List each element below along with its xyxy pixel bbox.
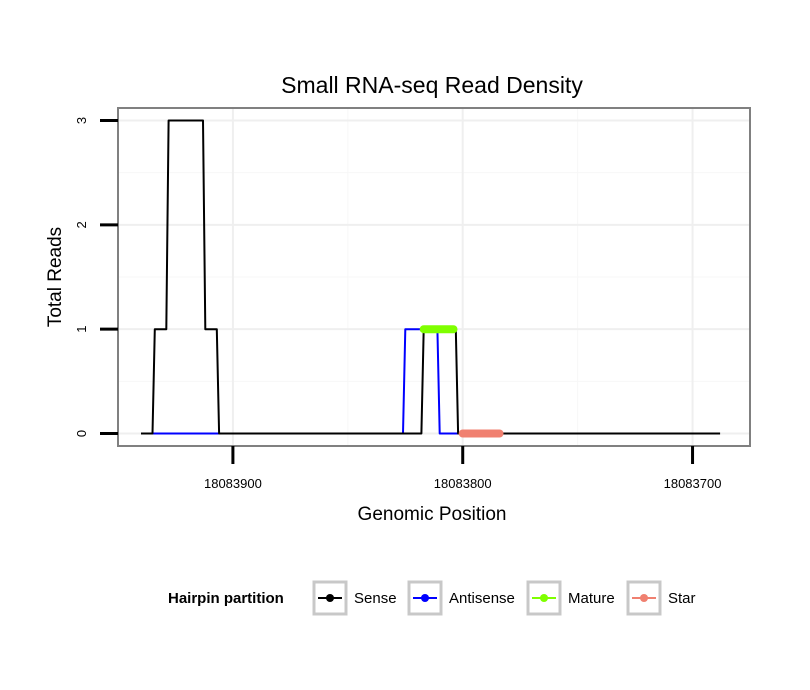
legend-key-dot bbox=[421, 594, 429, 602]
legend-key-dot bbox=[540, 594, 548, 602]
legend-label-sense: Sense bbox=[354, 590, 397, 607]
legend-label-star: Star bbox=[668, 590, 696, 607]
x-tick-label: 18083700 bbox=[664, 476, 722, 491]
y-tick-label: 1 bbox=[74, 326, 89, 333]
legend-key-dot bbox=[326, 594, 334, 602]
x-axis-title: Genomic Position bbox=[358, 504, 507, 525]
x-axis: 18083900 18083800 18083700 bbox=[204, 446, 721, 491]
legend-label-antisense: Antisense bbox=[449, 590, 515, 607]
y-axis-title: Total Reads bbox=[45, 227, 66, 327]
y-tick-label: 2 bbox=[74, 221, 89, 228]
x-tick-label: 18083800 bbox=[434, 476, 492, 491]
y-tick-label: 3 bbox=[74, 117, 89, 124]
y-axis: 0 1 2 3 bbox=[74, 117, 118, 437]
series-layer bbox=[141, 119, 721, 438]
legend-key-dot bbox=[640, 594, 648, 602]
grid-lines bbox=[118, 108, 750, 446]
chart-title: Small RNA-seq Read Density bbox=[281, 72, 583, 98]
plot-panel-border bbox=[117, 107, 751, 447]
legend-title: Hairpin partition bbox=[168, 590, 284, 607]
x-tick-label: 18083900 bbox=[204, 476, 262, 491]
legend: Hairpin partition Sense Antisense Mature St… bbox=[168, 580, 696, 616]
y-tick-label: 0 bbox=[74, 430, 89, 437]
legend-label-mature: Mature bbox=[568, 590, 615, 607]
